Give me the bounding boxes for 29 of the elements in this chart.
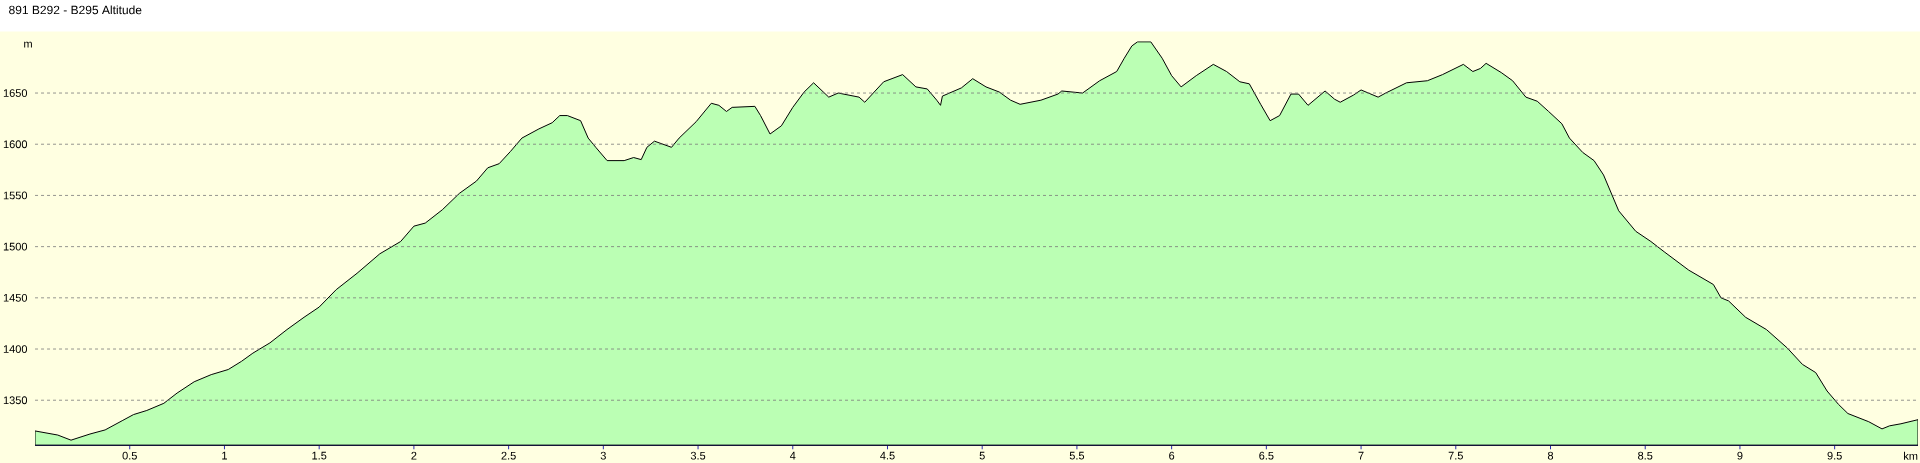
y-tick-label: 1450 [3, 293, 28, 302]
x-tick-label: 5.5 [1069, 451, 1085, 460]
x-tick-label: 8 [1547, 451, 1554, 460]
y-tick-label: 1500 [3, 242, 28, 251]
x-tick-label: 2.5 [501, 451, 516, 460]
x-tick-label: 0.5 [122, 451, 137, 460]
x-tick-label: 2 [411, 451, 417, 460]
x-tick-label: 8.5 [1638, 451, 1653, 460]
y-tick-label: 1600 [3, 140, 28, 149]
x-tick-label: 1.5 [312, 451, 327, 460]
x-tick-label: 9 [1737, 451, 1743, 460]
y-tick-label: 1650 [3, 89, 28, 97]
x-tick-label: 1 [222, 451, 227, 460]
x-tick-label: 4.5 [880, 451, 895, 460]
x-tick-label: 9.5 [1827, 451, 1842, 460]
x-tick-label: 3 [600, 451, 606, 460]
y-tick-label: 1550 [3, 191, 28, 200]
y-tick-label: 1400 [3, 345, 28, 353]
x-tick-label: 3.5 [690, 451, 706, 460]
x-tick-label: 6 [1169, 451, 1175, 460]
x-tick-label: 6.5 [1259, 451, 1274, 460]
x-tick-label: 4 [789, 451, 796, 460]
x-tick-label: 7 [1358, 451, 1364, 460]
x-axis-title: km [1904, 451, 1918, 460]
y-axis-title: m [24, 41, 32, 48]
chart-title: 891 B292 - B295 Altitude [9, 5, 142, 15]
x-tick-label: 5 [979, 451, 985, 460]
y-tick-label: 1350 [3, 396, 28, 405]
x-tick-label: 7.5 [1448, 451, 1463, 460]
